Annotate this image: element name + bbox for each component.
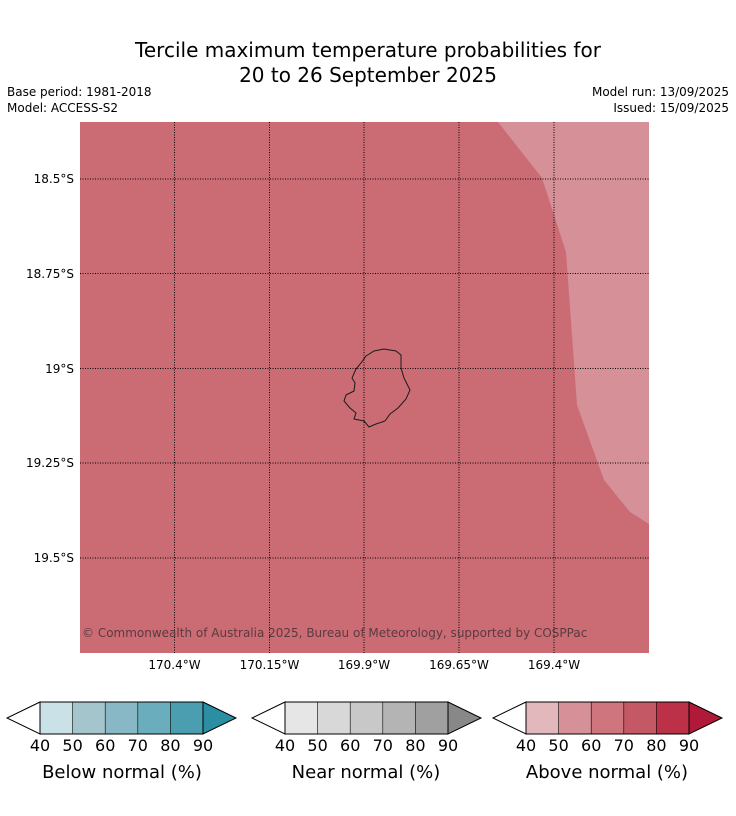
lat-label: 18.5°S	[33, 172, 74, 186]
colorbar-tick-label: 50	[548, 736, 568, 755]
colorbar-tick-label: 80	[160, 736, 180, 755]
colorbar-segment	[591, 702, 624, 734]
colorbar-title: Near normal (%)	[292, 762, 441, 783]
colorbar-segment	[656, 702, 689, 734]
colorbar-segment	[623, 702, 657, 734]
colorbar-segment	[382, 702, 416, 734]
colorbar-tick-label: 40	[516, 736, 536, 755]
colorbar-over-arrow	[688, 701, 724, 735]
colorbar-under-arrow	[491, 701, 527, 735]
above-normal-50-60-region	[498, 122, 649, 524]
colorbar-tick-label: 90	[438, 736, 458, 755]
title-line-1: Tercile maximum temperature probabilitie…	[135, 38, 601, 62]
lon-label: 169.65°W	[429, 658, 489, 672]
colorbar-title: Above normal (%)	[526, 762, 688, 783]
colorbar-tick-label: 80	[646, 736, 666, 755]
colorbar-tick-label: 70	[128, 736, 148, 755]
lat-label: 18.75°S	[26, 266, 74, 281]
colorbar-segment	[137, 702, 171, 734]
colorbar-tick-label: 60	[340, 736, 360, 755]
lon-label: 169.4°W	[527, 658, 581, 672]
colorbar-segment	[285, 702, 318, 734]
issued-date: Issued: 15/09/2025	[613, 101, 729, 115]
colorbar-tick-label: 70	[373, 736, 393, 755]
colorbar-tick-label: 40	[275, 736, 295, 755]
colorbar-under-arrow	[5, 701, 41, 735]
lat-label: 19.5°S	[33, 551, 74, 565]
colorbar-tick-label: 90	[193, 736, 213, 755]
lon-label: 170.4°W	[148, 658, 201, 672]
meta-right: Model run: 13/09/2025 Issued: 15/09/2025	[592, 84, 729, 116]
island-coastline	[343, 348, 411, 428]
lon-label: 169.9°W	[337, 658, 391, 672]
colorbar-segment	[40, 702, 73, 734]
colorbar-segment	[72, 702, 106, 734]
colorbar-segment	[105, 702, 138, 734]
colorbar-tick-label: 60	[581, 736, 601, 755]
model-run: Model run: 13/09/2025	[591, 85, 729, 99]
colorbar-above-normal: 40 50 60 70 80 90 Above normal (%)	[491, 701, 724, 783]
colorbar-tick-label: 50	[307, 736, 327, 755]
gridlines	[80, 122, 649, 653]
colorbar-over-arrow	[202, 701, 238, 735]
colorbar-segment	[415, 702, 448, 734]
base-period: Base period: 1981-2018	[7, 85, 152, 99]
colorbar-tick-label: 80	[405, 736, 425, 755]
colorbar-segment	[558, 702, 592, 734]
colorbar-under-arrow	[250, 701, 286, 735]
colorbar-title: Below normal (%)	[42, 762, 202, 783]
copyright-notice: © Commonwealth of Australia 2025, Bureau…	[82, 626, 587, 640]
colorbar-over-arrow	[447, 701, 483, 735]
colorbar-segment	[526, 702, 559, 734]
colorbar-segment	[170, 702, 203, 734]
colorbar-tick-label: 90	[679, 736, 699, 755]
map-title: Tercile maximum temperature probabilitie…	[0, 38, 736, 88]
colorbar-segment	[317, 702, 351, 734]
lat-label: 19.25°S	[26, 456, 74, 470]
map-panel: © Commonwealth of Australia 2025, Bureau…	[80, 122, 649, 653]
model-name: Model: ACCESS-S2	[7, 101, 119, 115]
colorbar-tick-label: 50	[62, 736, 82, 755]
colorbar-tick-label: 40	[30, 736, 50, 755]
lon-label: 170.15°W	[239, 658, 300, 672]
meta-left: Base period: 1981-2018 Model: ACCESS-S2	[7, 84, 152, 116]
colorbar-tick-label: 60	[95, 736, 115, 755]
title-line-2: 20 to 26 September 2025	[239, 63, 497, 87]
colorbar-below-normal: 40 50 60 70 80 90 Below normal (%)	[5, 701, 238, 783]
lat-label: 19°S	[45, 361, 74, 376]
colorbar-near-normal: 40 50 60 70 80 90 Near normal (%)	[250, 701, 483, 783]
colorbar-segment	[350, 702, 383, 734]
colorbar-tick-label: 70	[614, 736, 634, 755]
